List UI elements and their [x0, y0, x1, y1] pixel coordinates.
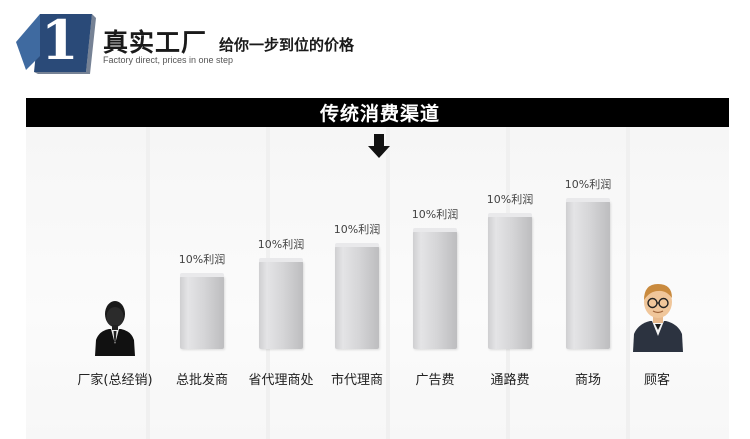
channel-category-label: 商场	[574, 373, 601, 388]
manufacturer-person-icon	[95, 301, 135, 356]
page-subtitle-english: Factory direct, prices in one step	[103, 55, 234, 65]
page-title: 真实工厂	[103, 28, 208, 57]
step-number: 1	[41, 8, 79, 72]
channel-banner-title: 传统消费渠道	[319, 103, 440, 125]
profit-data-label: 10%利润	[178, 253, 226, 266]
channel-category-label: 省代理商处	[248, 373, 314, 388]
customer-label: 顾客	[643, 373, 670, 388]
manufacturer-label: 厂家(总经销)	[77, 373, 153, 388]
profit-data-label: 10%利润	[564, 178, 612, 191]
channel-category-label: 广告费	[415, 373, 455, 388]
profit-data-label: 10%利润	[333, 223, 381, 236]
down-arrow-icon	[368, 134, 390, 158]
channel-bar	[413, 228, 457, 349]
channel-bar	[180, 273, 224, 349]
channel-category-label: 总批发商	[175, 373, 228, 388]
profit-data-label: 10%利润	[486, 193, 534, 206]
page-subtitle: 给你一步到位的价格	[219, 36, 355, 54]
channel-category-label: 市代理商	[330, 373, 383, 388]
channel-bar	[566, 198, 610, 349]
step-one-badge-icon	[16, 14, 96, 74]
profit-data-label: 10%利润	[257, 238, 305, 251]
channel-bar	[335, 243, 379, 349]
channel-bar	[259, 258, 303, 349]
channel-category-label: 通路费	[490, 373, 530, 388]
channel-bar	[488, 213, 532, 349]
channel-banner	[26, 98, 729, 127]
profit-data-label: 10%利润	[411, 208, 459, 221]
customer-person-icon	[633, 284, 683, 352]
